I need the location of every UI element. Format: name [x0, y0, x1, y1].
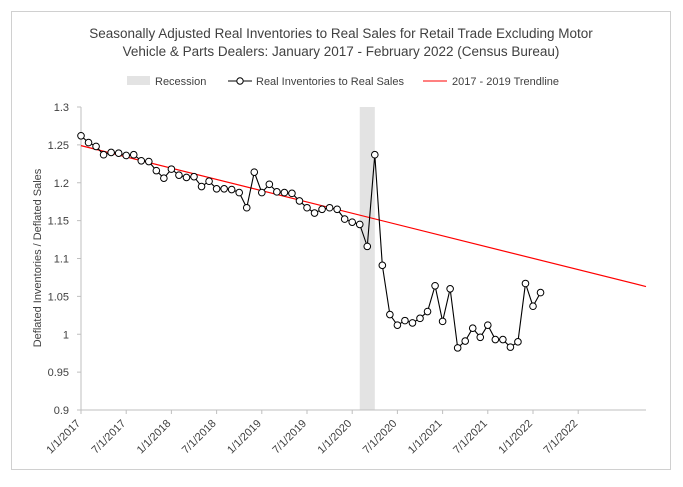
- y-tick-label: 1.25: [48, 140, 69, 152]
- data-point: [378, 261, 387, 270]
- data-point: [122, 151, 130, 160]
- data-point: [258, 188, 266, 197]
- data-point: [484, 321, 492, 329]
- data-point: [393, 321, 402, 329]
- data-point: [167, 165, 176, 173]
- x-tick-label: 1/1/2017: [44, 418, 83, 457]
- x-tick-label: 1/1/2020: [316, 418, 355, 457]
- data-point: [514, 338, 522, 346]
- y-tick-label: 1: [63, 329, 69, 341]
- data-point: [160, 174, 168, 183]
- legend: Recession Real Inventories to Real Sales…: [127, 76, 559, 88]
- data-point: [145, 157, 153, 166]
- x-tick-label: 1/1/2021: [406, 418, 445, 457]
- data-point: [250, 168, 259, 176]
- data-point: [129, 150, 138, 159]
- legend-recession-label: Recession: [155, 76, 206, 88]
- data-point: [92, 142, 100, 151]
- data-point: [227, 185, 236, 194]
- data-point: [182, 173, 191, 182]
- recession-band: [359, 107, 375, 410]
- data-point: [438, 317, 447, 326]
- data-point: [423, 307, 432, 316]
- data-point: [303, 203, 311, 212]
- y-tick-label: 0.95: [48, 367, 69, 379]
- data-point: [77, 131, 85, 140]
- data-point: [446, 285, 454, 293]
- data-point: [408, 319, 417, 327]
- data-point: [461, 337, 470, 345]
- x-tick-label: 7/1/2017: [90, 418, 129, 457]
- data-point: [453, 344, 462, 352]
- data-point: [386, 310, 394, 319]
- y-tick-label: 1.15: [48, 216, 69, 228]
- x-tick-label: 7/1/2022: [542, 418, 581, 457]
- data-point: [416, 314, 424, 323]
- data-point: [197, 182, 206, 191]
- data-point: [431, 281, 439, 290]
- data-point: [114, 149, 123, 158]
- data-point: [99, 150, 108, 159]
- data-point: [491, 335, 500, 344]
- data-point: [318, 205, 326, 214]
- x-tick-label: 1/1/2022: [496, 418, 535, 457]
- data-point: [273, 188, 281, 196]
- x-tick-label: 7/1/2019: [270, 418, 309, 457]
- y-tick-label: 1.3: [54, 102, 69, 114]
- data-point: [288, 189, 296, 198]
- x-tick-label: 1/1/2018: [135, 418, 174, 457]
- data-point: [521, 279, 530, 288]
- chart-subtitle: Vehicle & Parts Dealers: January 2017 - …: [123, 44, 560, 59]
- data-point: [280, 188, 289, 197]
- data-point: [468, 324, 477, 332]
- data-point: [220, 185, 228, 193]
- data-point: [84, 138, 93, 147]
- data-point: [333, 205, 341, 214]
- data-point: [212, 185, 221, 193]
- legend-trendline-label: 2017 - 2019 Trendline: [452, 76, 559, 88]
- data-point: [295, 197, 304, 205]
- data-point: [175, 171, 183, 179]
- data-point: [355, 220, 364, 229]
- chart-frame: [11, 11, 671, 470]
- series-line: [80, 135, 542, 350]
- legend-recession-swatch: [127, 76, 150, 85]
- x-tick-label: 7/1/2018: [180, 418, 219, 457]
- data-point: [371, 150, 379, 159]
- data-point: [152, 166, 161, 175]
- y-tick-label: 0.9: [54, 405, 69, 417]
- data-point: [499, 335, 507, 344]
- x-tick-label: 7/1/2021: [451, 418, 490, 457]
- legend-series-label: Real Inventories to Real Sales: [256, 76, 404, 88]
- data-point: [529, 302, 537, 311]
- chart-title: Seasonally Adjusted Real Inventories to …: [89, 26, 593, 41]
- data-point: [506, 343, 515, 351]
- data-point: [137, 156, 146, 165]
- data-point: [190, 172, 198, 181]
- x-tick-label: 1/1/2019: [225, 418, 264, 457]
- data-point: [310, 209, 319, 217]
- data-point: [536, 288, 545, 297]
- data-point: [401, 316, 409, 325]
- data-point: [363, 242, 372, 251]
- y-tick-label: 1.05: [48, 291, 69, 303]
- y-tick-label: 1.1: [54, 254, 69, 266]
- data-point: [235, 188, 243, 197]
- data-point: [107, 148, 115, 157]
- data-point: [265, 180, 274, 189]
- data-point: [242, 203, 251, 212]
- y-tick-label: 1.2: [54, 178, 69, 190]
- legend-series-marker: [236, 77, 244, 85]
- x-tick-label: 7/1/2020: [361, 418, 400, 457]
- data-point: [476, 333, 485, 342]
- data-point: [205, 177, 213, 186]
- data-point: [325, 203, 334, 212]
- data-point: [340, 215, 349, 223]
- y-axis-label: Deflated Inventories / Deflated Sales: [32, 168, 44, 347]
- data-point: [348, 218, 357, 226]
